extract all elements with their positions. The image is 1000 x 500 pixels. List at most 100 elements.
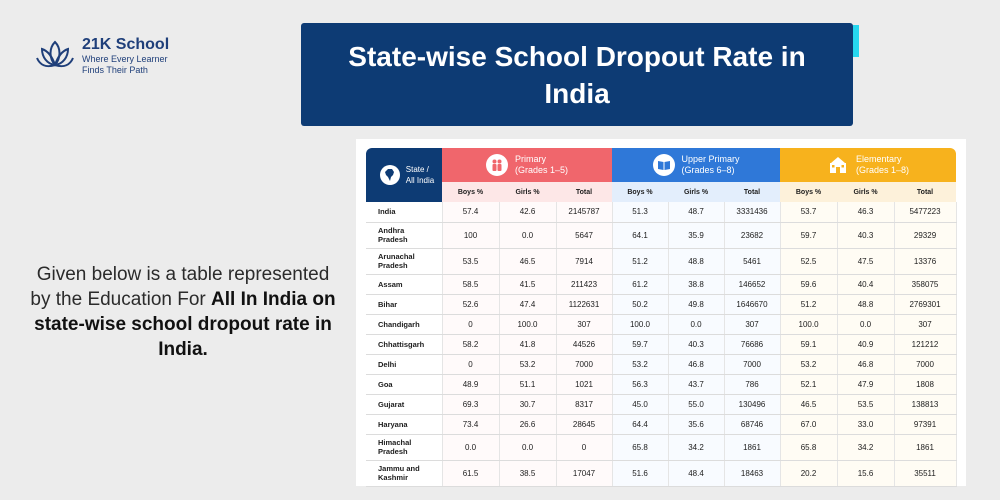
value-cell: 786 [724, 374, 781, 395]
state-name-cell: Haryana [366, 414, 443, 435]
value-cell: 65.8 [612, 434, 669, 461]
value-cell: 65.8 [780, 434, 838, 461]
value-cell: 41.5 [499, 274, 557, 295]
table-row: Gujarat 69.3 30.7 8317 45.0 55.0 130496 46.5 53.… [366, 394, 957, 415]
brand-tagline-2: Finds Their Path [82, 65, 148, 75]
value-cell: 48.7 [668, 202, 725, 223]
elementary-boys-header: Boys % [780, 182, 838, 202]
state-name-cell: Assam [366, 274, 443, 295]
value-cell: 0 [556, 434, 613, 461]
elementary-total-header: Total [894, 182, 957, 202]
table-row: Chhattisgarh 58.2 41.8 44526 59.7 40.3 76686 59… [366, 334, 957, 355]
value-cell: 7000 [724, 354, 781, 375]
upper-primary-group-header: Upper Primary (Grades 6–8) [612, 148, 781, 182]
value-cell: 0 [442, 354, 500, 375]
state-name-cell: Chhattisgarh [366, 334, 443, 355]
value-cell: 52.5 [780, 248, 838, 275]
value-cell: 59.1 [780, 334, 838, 355]
value-cell: 40.3 [837, 222, 895, 249]
state-name-cell: Himachal Pradesh [366, 434, 443, 461]
intro-text-bold: All In India on state-wise school dropou… [34, 289, 336, 360]
value-cell: 7000 [556, 354, 613, 375]
table-row: India 57.4 42.6 2145787 51.3 48.7 3331436 53.7 4… [366, 202, 957, 223]
value-cell: 13376 [894, 248, 957, 275]
value-cell: 57.4 [442, 202, 500, 223]
value-cell: 23682 [724, 222, 781, 249]
value-cell: 56.3 [612, 374, 669, 395]
table-card: State / All India Primary (Grades 1–5) [356, 139, 966, 487]
value-cell: 8317 [556, 394, 613, 415]
value-cell: 48.9 [442, 374, 500, 395]
value-cell: 121212 [894, 334, 957, 355]
value-cell: 47.5 [837, 248, 895, 275]
value-cell: 51.6 [612, 460, 669, 487]
table-row: Delhi 0 53.2 7000 53.2 46.8 7000 53.2 46.8 7000 [366, 354, 957, 375]
value-cell: 59.7 [612, 334, 669, 355]
value-cell: 97391 [894, 414, 957, 435]
value-cell: 1646670 [724, 294, 781, 315]
value-cell: 46.5 [499, 248, 557, 275]
value-cell: 38.5 [499, 460, 557, 487]
value-cell: 7914 [556, 248, 613, 275]
upper-total-header: Total [724, 182, 781, 202]
value-cell: 26.6 [499, 414, 557, 435]
value-cell: 46.8 [837, 354, 895, 375]
value-cell: 15.6 [837, 460, 895, 487]
value-cell: 52.6 [442, 294, 500, 315]
value-cell: 20.2 [780, 460, 838, 487]
state-name-cell: Arunachal Pradesh [366, 248, 443, 275]
title-accent-bar [853, 25, 859, 57]
value-cell: 35.6 [668, 414, 725, 435]
state-name-cell: Delhi [366, 354, 443, 375]
value-cell: 0.0 [499, 222, 557, 249]
value-cell: 51.1 [499, 374, 557, 395]
value-cell: 0.0 [499, 434, 557, 461]
value-cell: 51.2 [612, 248, 669, 275]
brand-tagline-1: Where Every Learner [82, 54, 168, 64]
value-cell: 67.0 [780, 414, 838, 435]
value-cell: 38.8 [668, 274, 725, 295]
table-row: Himachal Pradesh 0.0 0.0 0 65.8 34.2 1861 65.8 3… [366, 434, 957, 461]
value-cell: 45.0 [612, 394, 669, 415]
page-title: State-wise School Dropout Rate in India [301, 23, 853, 126]
upper-primary-sublabel: (Grades 6–8) [681, 165, 735, 175]
lotus-logo-icon [36, 40, 74, 68]
value-cell: 47.9 [837, 374, 895, 395]
intro-text-regular: Given below is a table represented by th… [30, 264, 330, 310]
table-row: Chandigarh 0 100.0 307 100.0 0.0 307 100.0 0.0 30… [366, 314, 957, 335]
value-cell: 34.2 [837, 434, 895, 461]
value-cell: 138813 [894, 394, 957, 415]
state-name-cell: Gujarat [366, 394, 443, 415]
elementary-group-header: Elementary (Grades 1–8) [780, 148, 957, 182]
value-cell: 58.2 [442, 334, 500, 355]
primary-label: Primary [514, 154, 546, 164]
children-icon [485, 154, 508, 176]
book-icon [652, 154, 675, 176]
state-header-line-1: State / [405, 165, 429, 174]
value-cell: 1808 [894, 374, 957, 395]
primary-group-header: Primary (Grades 1–5) [442, 148, 612, 182]
value-cell: 2145787 [556, 202, 613, 223]
value-cell: 3331436 [724, 202, 781, 223]
brand-logo: 21K School Where Every Learner Finds The… [36, 36, 169, 76]
state-name-cell: Bihar [366, 294, 443, 315]
value-cell: 1021 [556, 374, 613, 395]
value-cell: 100 [442, 222, 500, 249]
primary-boys-header: Boys % [442, 182, 499, 202]
value-cell: 44526 [556, 334, 613, 355]
state-name-cell: India [366, 202, 443, 223]
state-name-cell: Andhra Pradesh [366, 222, 443, 249]
value-cell: 53.2 [780, 354, 838, 375]
value-cell: 18463 [724, 460, 781, 487]
value-cell: 59.6 [780, 274, 838, 295]
value-cell: 100.0 [780, 314, 838, 335]
value-cell: 33.0 [837, 414, 895, 435]
value-cell: 53.5 [837, 394, 895, 415]
value-cell: 5461 [724, 248, 781, 275]
value-cell: 53.7 [780, 202, 838, 223]
value-cell: 46.8 [668, 354, 725, 375]
table-row: Assam 58.5 41.5 211423 61.2 38.8 146652 59.6 40.… [366, 274, 957, 295]
primary-sublabel: (Grades 1–5) [514, 165, 569, 175]
value-cell: 47.4 [499, 294, 557, 315]
dropout-table: State / All India Primary (Grades 1–5) [366, 148, 957, 487]
